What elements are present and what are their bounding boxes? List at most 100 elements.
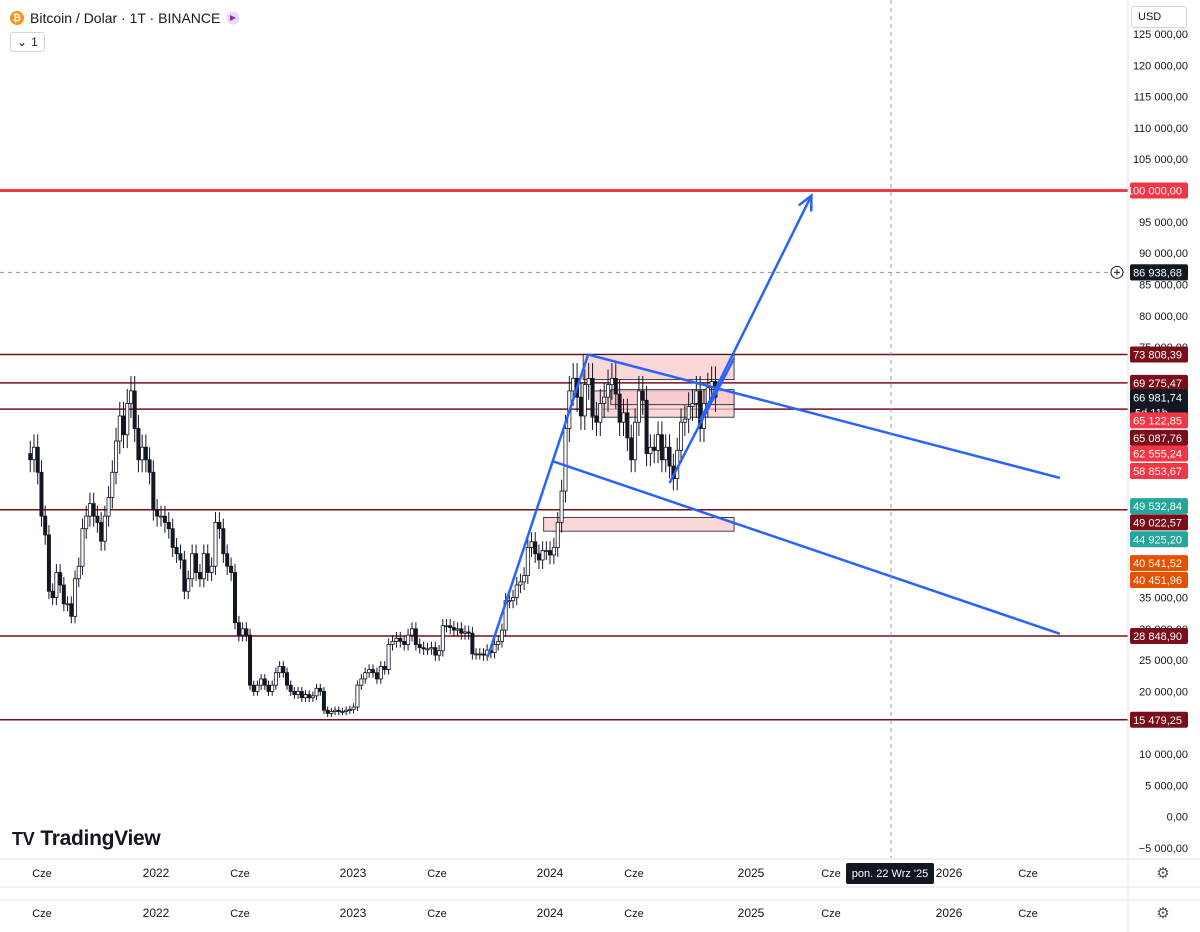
secondary-axis-settings-icon[interactable]: ⚙ (1156, 905, 1170, 922)
candle-up (679, 421, 684, 451)
candle-down (481, 653, 486, 656)
candle-up (259, 678, 264, 686)
candle-down (629, 437, 634, 461)
candle-up (514, 584, 519, 598)
price-label: 66 981,74 (1133, 392, 1182, 404)
candle-down (61, 584, 66, 605)
candle-down (470, 632, 475, 655)
time-tick-label: Cze (230, 868, 250, 880)
price-label: 40 451,96 (1133, 575, 1182, 587)
price-label-bg (1130, 628, 1188, 645)
price-tick-label: 120 000,00 (1133, 60, 1188, 72)
candle-up (656, 434, 661, 451)
pine-script-icon[interactable] (226, 11, 240, 25)
price-zone (543, 516, 735, 532)
candle-up (201, 553, 206, 580)
time-tick-label: 2026 (936, 906, 963, 920)
candle-up (609, 377, 614, 386)
candle-up (406, 634, 411, 645)
time-tick-label: 2025 (738, 866, 765, 880)
candle-up (394, 637, 399, 642)
candle-down (288, 684, 293, 692)
time-tick-label: 2022 (143, 866, 170, 880)
candle-down (178, 553, 183, 561)
price-tick-label: 0,00 (1167, 812, 1188, 824)
crosshair (0, 0, 1128, 858)
candle-up (455, 628, 460, 631)
price-tick-label: 125 000,00 (1133, 29, 1188, 41)
price-label: 49 532,84 (1133, 501, 1182, 513)
candle-down (197, 572, 202, 580)
time-tick-label: Cze (821, 868, 841, 880)
candle-up (213, 522, 218, 567)
price-tick-label: 35 000,00 (1139, 593, 1188, 605)
candle-up (429, 647, 434, 650)
symbol-header[interactable]: ₿ Bitcoin / Dolar · 1T · BINANCE (10, 8, 240, 28)
tradingview-logo[interactable]: TV TradingView (12, 827, 161, 851)
candle-up (80, 528, 85, 567)
candle-down (652, 446, 657, 451)
candle-up (102, 515, 107, 542)
time-tick-label: Cze (230, 908, 250, 920)
candle-up (367, 669, 372, 674)
candle-up (355, 684, 360, 708)
candle-up (496, 640, 501, 645)
horizontal-levels (0, 189, 1128, 721)
logo-text: TradingView (40, 827, 161, 850)
symbol-title[interactable]: Bitcoin / Dolar · 1T · BINANCE (30, 10, 221, 26)
candle-down (28, 453, 33, 461)
candle-up (159, 515, 164, 518)
price-label-bg (1130, 374, 1188, 391)
candles (28, 363, 718, 717)
trendlines (486, 192, 1061, 658)
price-label-bg (1130, 498, 1188, 515)
candle-down (170, 528, 175, 548)
price-label-bg (1130, 514, 1188, 531)
currency-label: USD (1138, 11, 1162, 23)
candle-down (205, 553, 210, 573)
candle-up (474, 653, 479, 656)
time-axis-settings-icon[interactable]: ⚙ (1156, 865, 1170, 882)
time-tick-label: 2023 (340, 906, 367, 920)
candle-up (106, 496, 111, 517)
price-label-bg (1130, 463, 1188, 480)
candle-down (448, 625, 453, 628)
candle-down (229, 565, 234, 573)
candle-up (437, 650, 442, 656)
candle-up (507, 600, 512, 603)
candle-down (262, 678, 267, 686)
candle-up (663, 446, 668, 461)
candle-up (440, 625, 445, 652)
candle-up (273, 672, 278, 686)
price-tick-label: 85 000,00 (1139, 279, 1188, 291)
currency-select[interactable]: USD (1131, 6, 1187, 28)
price-tick-label: 115 000,00 (1134, 92, 1188, 104)
candle-up (492, 644, 497, 654)
time-tick-label: Cze (427, 908, 447, 920)
candle-up (633, 421, 638, 461)
time-tick-label: Cze (427, 868, 447, 880)
candle-down (151, 471, 156, 511)
candle-up (255, 684, 260, 692)
time-tick-label: 2024 (537, 866, 564, 880)
price-label: 65 122,85 (1133, 415, 1182, 427)
candle-down (244, 628, 249, 636)
indicator-count: 1 (31, 35, 38, 49)
time-axis: Cze Cze 2022 2022 Cze Cze 2023 2023 Cze Cze 2024 20… (0, 858, 1200, 932)
candle-down (166, 522, 171, 530)
candle-down (284, 672, 289, 686)
candle-up (314, 687, 319, 697)
time-axis-background (0, 859, 1200, 932)
candle-down (548, 550, 553, 556)
price-label: 28 848,90 (1133, 631, 1182, 643)
price-label: 49 022,57 (1133, 517, 1182, 529)
candle-up (555, 522, 560, 548)
candle-down (417, 644, 422, 649)
collapse-indicators-button[interactable]: ⌄ 1 (10, 32, 45, 52)
candle-down (58, 572, 63, 586)
candle-down (413, 628, 418, 645)
candle-down (251, 684, 256, 692)
price-label-bg (1130, 531, 1188, 548)
candle-down (143, 446, 148, 461)
